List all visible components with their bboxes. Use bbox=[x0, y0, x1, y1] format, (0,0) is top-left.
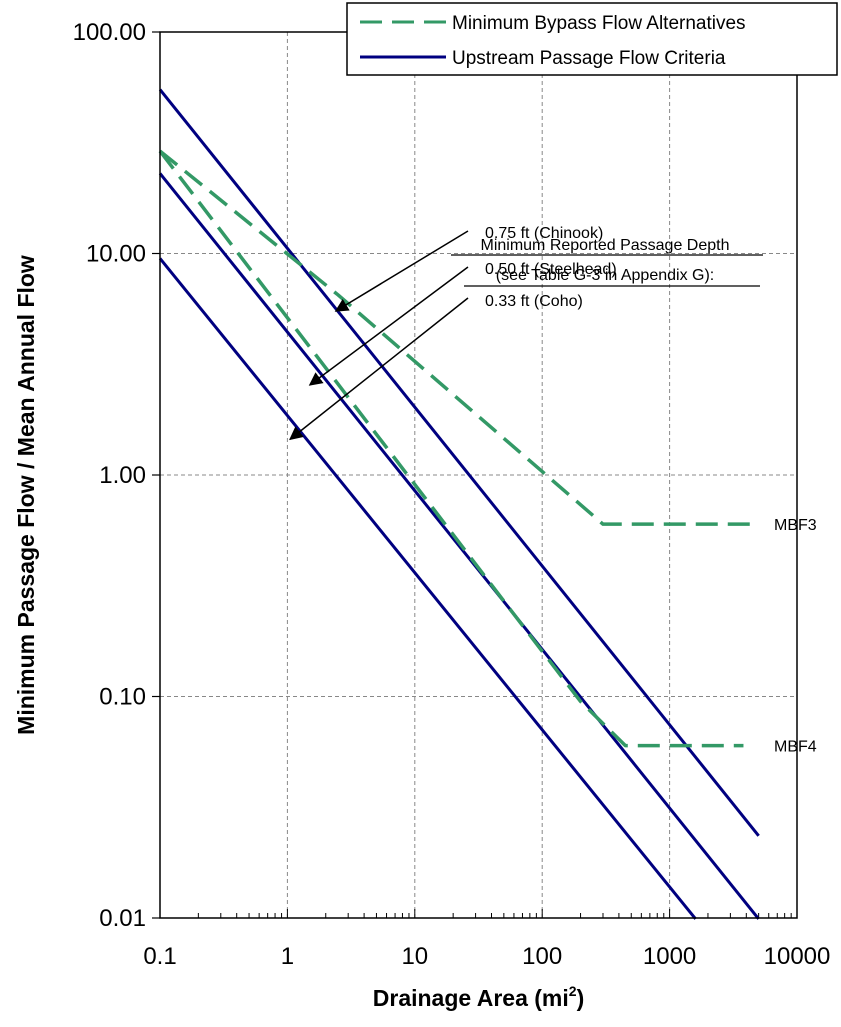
annotation-chinook: 0.75 ft (Chinook) bbox=[485, 225, 603, 242]
x-tick-label: 10000 bbox=[764, 943, 831, 970]
y-tick-label: 0.10 bbox=[99, 684, 146, 711]
annotation-arrow-1 bbox=[308, 266, 469, 386]
series-label-mbf4: MBF4 bbox=[774, 739, 817, 756]
x-tick-label: 1000 bbox=[643, 943, 696, 970]
annotation-steelhead: 0.50 ft (Steelhead) bbox=[485, 261, 617, 278]
series-line-1 bbox=[158, 172, 760, 920]
y-axis-title: Minimum Passage Flow / Mean Annual Flow bbox=[13, 255, 39, 735]
y-tick-label: 0.01 bbox=[99, 905, 146, 932]
depth-annotation: Minimum Reported Passage Depth (see Tabl… bbox=[480, 225, 729, 310]
series-line-3 bbox=[158, 149, 759, 526]
series-label-mbf3: MBF3 bbox=[774, 517, 817, 534]
y-tick-label: 10.00 bbox=[86, 241, 146, 268]
annotation-arrow-2 bbox=[289, 297, 469, 441]
annotation-coho: 0.33 ft (Coho) bbox=[485, 293, 583, 310]
x-tick-label: 10 bbox=[401, 943, 428, 970]
y-tick-label: 100.00 bbox=[73, 19, 146, 46]
annotation-header-line1: Minimum Reported Passage Depth bbox=[480, 237, 729, 254]
y-tick-label: 1.00 bbox=[99, 462, 146, 489]
annotations bbox=[289, 230, 763, 441]
annotation-header-line2: (see Table G-3 in Appendix G): bbox=[496, 267, 715, 284]
series-line-0 bbox=[158, 88, 760, 837]
x-tick-label: 0.1 bbox=[143, 943, 176, 970]
series bbox=[158, 88, 760, 920]
legend: Minimum Bypass Flow Alternatives Upstrea… bbox=[346, 2, 838, 76]
axis-ticks bbox=[152, 31, 798, 919]
series-line-2 bbox=[158, 257, 697, 920]
annotation-arrow-0 bbox=[334, 230, 469, 312]
x-tick-label: 100 bbox=[522, 943, 562, 970]
x-tick-labels: 0.1 1 10 100 1000 10000 bbox=[143, 943, 830, 970]
legend-label-upstream: Upstream Passage Flow Criteria bbox=[452, 48, 726, 69]
x-tick-label: 1 bbox=[281, 943, 294, 970]
legend-box bbox=[346, 2, 838, 76]
x-axis-title: Drainage Area (mi2) bbox=[373, 983, 584, 1011]
grid bbox=[160, 32, 797, 918]
y-tick-labels: 0.01 0.10 1.00 10.00 100.00 bbox=[73, 19, 146, 932]
legend-label-bypass: Minimum Bypass Flow Alternatives bbox=[452, 13, 746, 34]
series-line-4 bbox=[158, 150, 744, 748]
